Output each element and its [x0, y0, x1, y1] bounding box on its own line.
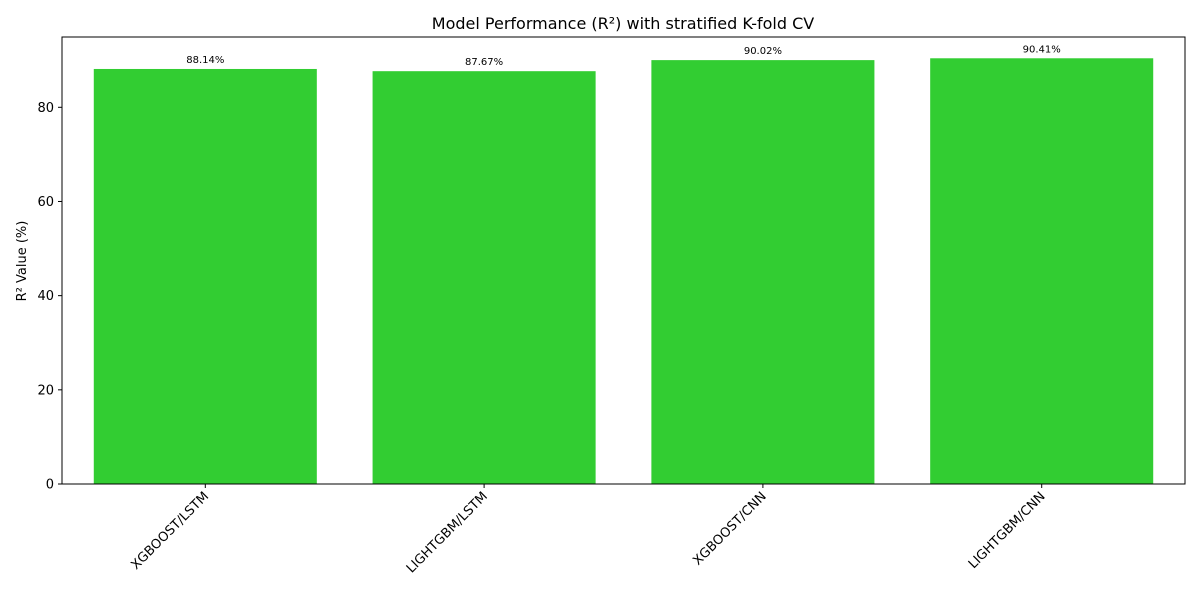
x-tick-label-0: XGBOOST/LSTM [128, 489, 212, 573]
y-axis: 0 20 40 60 80 [37, 101, 62, 493]
y-tick-label-4: 80 [37, 101, 54, 116]
x-tick-label-1: LIGHTGBM/LSTM [404, 489, 491, 576]
x-tick-label-3: LIGHTGBM/CNN [966, 489, 1049, 572]
data-label-2: 90.02% [744, 46, 782, 57]
bar-3 [930, 58, 1154, 484]
data-label-0: 88.14% [186, 55, 224, 66]
data-label-1: 87.67% [465, 57, 503, 68]
data-labels-layer: 88.14% 87.67% 90.02% 90.41% [186, 44, 1061, 68]
chart-title: Model Performance (R²) with stratified K… [432, 14, 814, 33]
y-tick-label-2: 40 [37, 289, 54, 304]
data-label-3: 90.41% [1023, 44, 1061, 55]
bar-0 [93, 68, 317, 484]
y-axis-label: R² Value (%) [15, 221, 30, 302]
bar-2 [651, 60, 875, 485]
plot-frame [61, 36, 1186, 485]
y-tick-label-0: 0 [46, 478, 54, 493]
y-tick-label-1: 20 [37, 383, 54, 398]
bar-1 [372, 71, 596, 484]
x-axis: XGBOOST/LSTM LIGHTGBM/LSTM XGBOOST/CNN LIGH… [128, 484, 1049, 576]
y-tick-label-3: 60 [37, 195, 54, 210]
x-tick-label-2: XGBOOST/CNN [690, 489, 769, 568]
bars-layer [93, 58, 1154, 485]
